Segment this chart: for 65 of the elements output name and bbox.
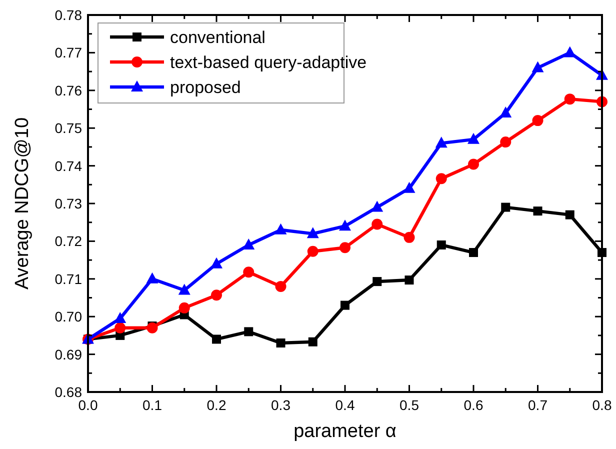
point bbox=[276, 338, 286, 348]
point bbox=[275, 280, 286, 292]
point bbox=[500, 106, 512, 118]
point bbox=[565, 210, 574, 220]
point bbox=[500, 136, 512, 148]
point bbox=[404, 276, 414, 285]
y-tick-label: 0.73 bbox=[54, 196, 82, 212]
point bbox=[178, 302, 190, 314]
point bbox=[244, 327, 254, 336]
point bbox=[212, 334, 221, 344]
point bbox=[114, 322, 126, 334]
point bbox=[469, 248, 478, 258]
point bbox=[340, 300, 350, 310]
y-tick-label: 0.74 bbox=[54, 158, 82, 174]
x-tick-label: 0.7 bbox=[528, 397, 548, 413]
point bbox=[435, 136, 448, 148]
point bbox=[501, 202, 510, 212]
point bbox=[339, 220, 351, 231]
y-axis-title: Average NDCG@10 bbox=[12, 117, 33, 290]
x-tick-label: 0.0 bbox=[78, 397, 98, 413]
point bbox=[274, 223, 287, 234]
y-tick-label: 0.71 bbox=[54, 270, 82, 287]
point bbox=[307, 246, 318, 257]
point bbox=[340, 242, 350, 254]
point bbox=[533, 206, 542, 216]
y-tick-label: 0.70 bbox=[54, 308, 82, 325]
legend-label: conventional bbox=[170, 28, 266, 47]
y-tick-label: 0.76 bbox=[54, 82, 82, 98]
point bbox=[308, 337, 318, 346]
y-tick-label: 0.68 bbox=[54, 384, 82, 400]
point bbox=[146, 272, 158, 284]
x-axis-title: parameter α bbox=[294, 421, 396, 442]
x-tick-label: 0.4 bbox=[335, 397, 355, 413]
x-tick-label: 0.3 bbox=[271, 397, 291, 413]
point bbox=[306, 227, 319, 238]
point bbox=[146, 322, 158, 334]
point bbox=[436, 173, 447, 184]
legend-label: text-based query-adaptive bbox=[170, 53, 367, 72]
y-tick-label: 0.69 bbox=[54, 346, 82, 362]
legend-label: proposed bbox=[170, 78, 241, 97]
point bbox=[564, 94, 576, 105]
point bbox=[468, 158, 479, 170]
y-tick-label: 0.75 bbox=[54, 120, 82, 136]
y-tick-label: 0.78 bbox=[54, 7, 82, 23]
point bbox=[243, 266, 254, 278]
point bbox=[372, 218, 383, 230]
x-tick-label: 0.6 bbox=[464, 397, 484, 413]
point bbox=[211, 290, 222, 301]
point bbox=[210, 257, 222, 268]
point bbox=[403, 182, 416, 193]
x-tick-label: 0.2 bbox=[206, 397, 226, 413]
point bbox=[468, 132, 480, 144]
point bbox=[242, 238, 255, 250]
x-tick-label: 0.8 bbox=[592, 397, 612, 413]
point bbox=[404, 232, 415, 243]
point bbox=[372, 277, 382, 286]
y-tick-label: 0.77 bbox=[54, 44, 82, 61]
y-tick-label: 0.72 bbox=[54, 233, 82, 250]
x-tick-label: 0.5 bbox=[400, 397, 420, 413]
point bbox=[436, 240, 446, 250]
point bbox=[532, 115, 544, 126]
point bbox=[371, 200, 384, 212]
point bbox=[532, 61, 544, 72]
point bbox=[178, 284, 190, 295]
x-tick-label: 0.1 bbox=[142, 397, 162, 413]
